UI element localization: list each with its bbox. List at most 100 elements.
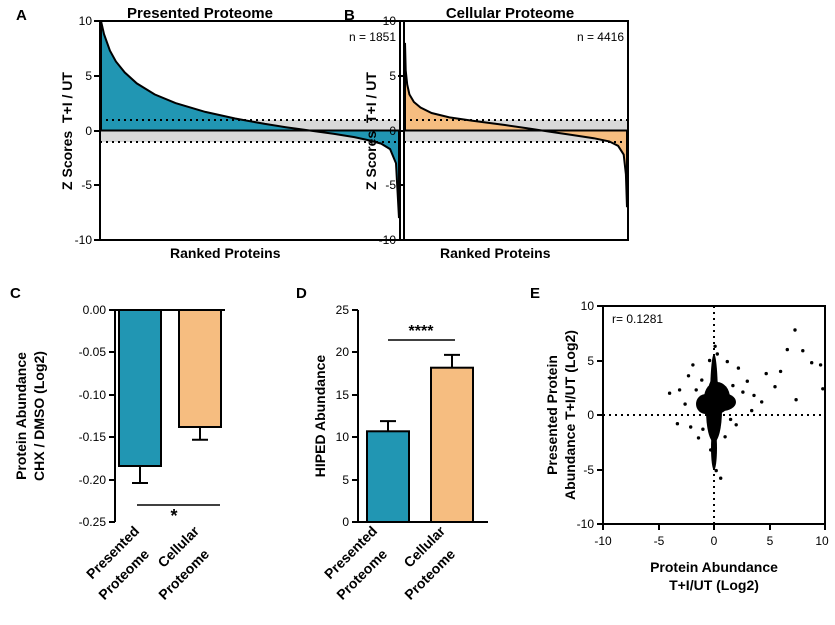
panel-e-correlation-label: r= 0.1281: [612, 312, 663, 326]
panel-b-ytick-label: -10: [379, 233, 397, 247]
panel-c-ytick-label: -0.25: [79, 515, 107, 529]
panel-e-point: [689, 425, 693, 429]
panel-d-errorbar-cellular: [444, 353, 460, 368]
panel-e-point: [794, 398, 798, 402]
panel-a-ytick-label: 10: [79, 14, 93, 28]
panel-e-point: [731, 383, 735, 388]
panel-e-point: [714, 468, 718, 473]
panel-e-point: [719, 476, 723, 480]
panel-e-ytick-label: -5: [583, 463, 594, 477]
panel-b-label: B: [344, 7, 355, 24]
panel-e-ytick-label: 10: [581, 299, 595, 313]
panel-b-ytick-label: 5: [389, 69, 396, 83]
panel-e: E 10 5 0 -5 -10 -10 -5 0 5 10 r= 0: [530, 285, 829, 593]
panel-e-cloud: [696, 354, 736, 470]
panel-c-bar-presented: [118, 309, 162, 467]
panel-c-errorbar-presented: [132, 466, 148, 484]
panel-a-xlabel: Ranked Proteins: [170, 245, 281, 261]
panel-e-point: [745, 379, 749, 383]
panel-d-ytick-label: 0: [342, 515, 349, 529]
panel-a-ytick-label: 5: [85, 69, 92, 83]
panel-e-point: [736, 366, 741, 370]
panel-e-ylabel-line1: Presented Protein: [544, 355, 560, 475]
panel-e-xtick-label: -10: [594, 534, 612, 548]
panel-a-ytick-label: 0: [85, 124, 92, 138]
panel-e-point: [667, 391, 672, 395]
panel-d: D 25 20 15 10 5 0 **** HIPED Abundance P…: [296, 285, 488, 603]
panel-e-point: [701, 427, 705, 431]
panel-e-point: [696, 436, 701, 440]
panel-b-ytick-label: -5: [385, 178, 396, 192]
panel-e-point: [778, 369, 783, 374]
panel-c-label: C: [10, 285, 21, 302]
panel-e-point: [801, 349, 805, 353]
panel-e-xtick-label: 5: [767, 534, 774, 548]
panel-e-xtick-label: 10: [815, 534, 829, 548]
panel-e-point: [723, 435, 727, 439]
panel-d-ytick-label: 10: [336, 430, 350, 444]
panel-a-ytick-label: -10: [75, 233, 93, 247]
panel-b-ytick-label: 10: [383, 14, 397, 28]
panel-b: B Cellular Proteome 10 5 0 -5 -10 n = 44…: [344, 5, 629, 261]
panel-e-dense-core: [711, 426, 717, 470]
panel-a-ylabel: Z Scores T+I / UT: [59, 72, 75, 190]
panel-e-point: [700, 378, 704, 382]
panel-e-xtick-label: -5: [654, 534, 665, 548]
panel-b-zscore-area: [404, 42, 628, 208]
panel-e-point: [691, 363, 695, 367]
panel-e-xlabel-line2: T+I/UT (Log2): [669, 577, 759, 593]
panel-e-point: [677, 388, 682, 392]
panel-e-label: E: [530, 285, 540, 302]
panel-e-xtick-label: 0: [711, 534, 718, 548]
panel-e-ylabel-line2: Abundance T+I/UT (Log2): [562, 330, 578, 500]
panel-e-point: [715, 352, 719, 356]
panel-e-ytick-label: -10: [577, 517, 595, 531]
panel-b-n-label: n = 4416: [577, 30, 624, 44]
panel-e-ytick-label: 5: [587, 354, 594, 368]
panel-c-ytick-label: -0.20: [79, 473, 107, 487]
panel-c-ylabel-line2: CHX / DMSO (Log2): [31, 351, 47, 481]
panel-e-point: [764, 371, 768, 376]
panel-e-dense-core: [696, 394, 716, 414]
panel-e-xlabel-line1: Protein Abundance: [650, 559, 778, 575]
panel-c-ylabel-line1: Protein Abundance: [13, 352, 29, 480]
panel-e-points: [667, 328, 825, 480]
panel-d-bar-presented: [366, 430, 410, 523]
panel-d-ylabel: HIPED Abundance: [312, 355, 328, 478]
panel-e-point: [725, 359, 729, 364]
panel-c-bar-cellular: [178, 309, 222, 428]
panel-e-point: [752, 393, 756, 398]
panel-e-point: [773, 385, 777, 389]
panel-e-point: [741, 390, 745, 394]
panel-c-ytick-label: -0.15: [79, 430, 107, 444]
panel-d-errorbar-presented: [380, 420, 396, 432]
panel-d-ytick-label: 25: [336, 303, 350, 317]
panel-b-ytick-label: 0: [389, 124, 396, 138]
panel-e-point: [709, 448, 713, 452]
panel-d-ytick-label: 15: [336, 388, 350, 402]
panel-e-point: [785, 347, 789, 352]
panel-d-significance-marker: ****: [409, 323, 435, 340]
panel-e-point: [675, 422, 680, 426]
panel-e-point: [760, 400, 764, 404]
panel-e-point: [707, 358, 712, 363]
panel-d-ytick-label: 5: [342, 473, 349, 487]
panel-a-title: Presented Proteome: [127, 5, 273, 22]
panel-e-point: [713, 344, 717, 348]
panel-c-errorbar-cellular: [192, 427, 208, 441]
panel-e-point: [734, 423, 738, 427]
panel-e-point: [694, 388, 698, 392]
panel-e-point: [728, 417, 733, 422]
panel-c-significance-marker: *: [170, 506, 177, 526]
panel-a-label: A: [16, 7, 27, 24]
panel-a-n-label: n = 1851: [349, 30, 396, 44]
panel-c: C 0.00 -0.05 -0.10 -0.15 -0.20 -0.25 * P…: [10, 285, 225, 603]
panel-d-bar-cellular: [430, 366, 474, 524]
panel-d-label: D: [296, 285, 307, 302]
panel-b-ylabel: Z Scores T+I / UT: [363, 72, 379, 190]
panel-e-point: [686, 374, 691, 378]
panel-d-ytick-label: 20: [336, 345, 350, 359]
panel-c-ytick-label: -0.05: [79, 345, 107, 359]
panel-c-ytick-label: 0.00: [83, 303, 107, 317]
